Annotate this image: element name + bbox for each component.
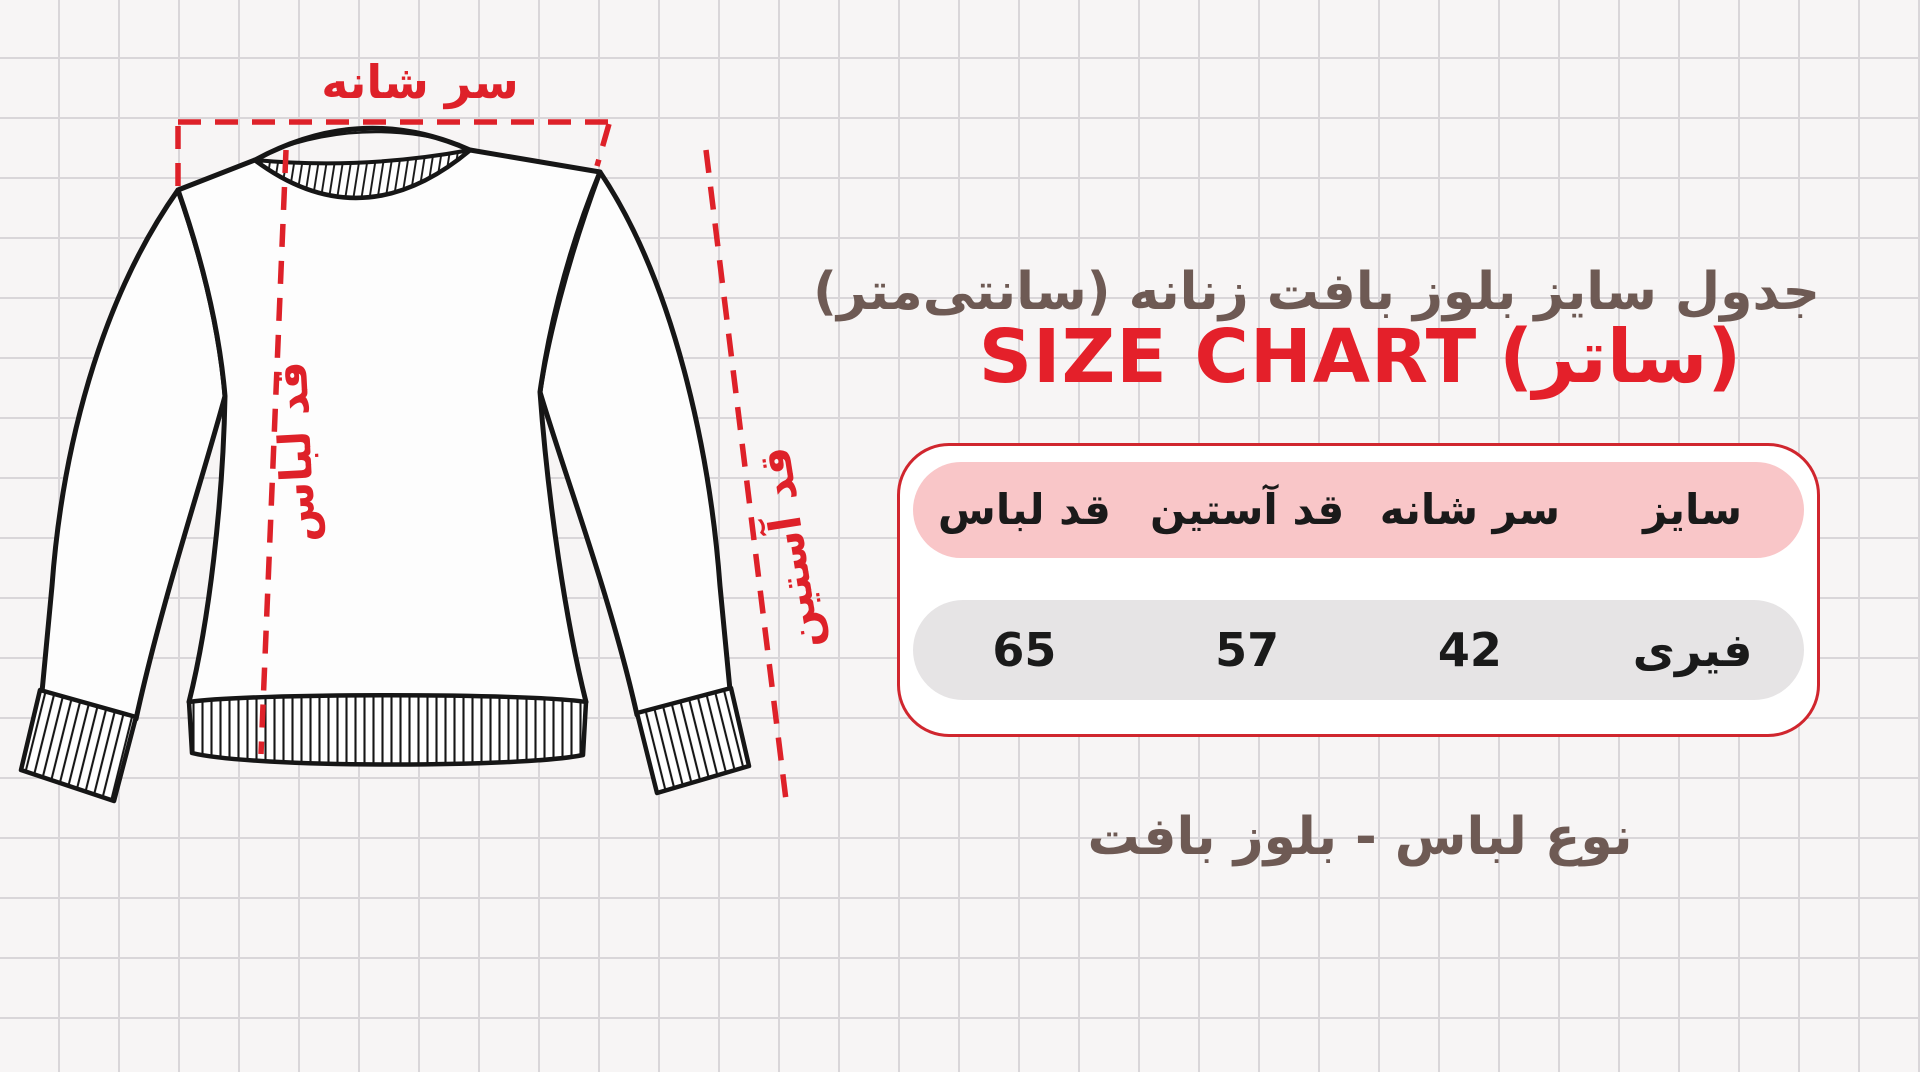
size-table: سایز سر شانه قد آستین قد لباس فیری 42 57… xyxy=(897,443,1820,737)
header-cell-shoulder: سر شانه xyxy=(1379,485,1561,534)
garment-type-label: نوع لباس - بلوز بافت xyxy=(1087,807,1633,867)
brand-name-text: (ساتر) xyxy=(1499,314,1742,400)
shoulder-measure-label: سر شانه xyxy=(321,55,519,109)
body-panel xyxy=(175,147,603,705)
header-cell-garment-length: قد لباس xyxy=(937,485,1111,534)
hem-ribbing xyxy=(186,693,589,767)
value-cell-shoulder: 42 xyxy=(1437,623,1502,677)
page-title-english: SIZE CHART (ساتر) xyxy=(900,314,1820,400)
back-neckline-inner xyxy=(265,130,461,155)
header-cell-sleeve-length: قد آستین xyxy=(1150,485,1345,534)
size-table-header-row: سایز سر شانه قد آستین قد لباس xyxy=(913,462,1804,558)
size-table-value-row: فیری 42 57 65 xyxy=(913,600,1804,700)
value-cell-garment-length: 65 xyxy=(992,623,1057,677)
header-cell-size: سایز xyxy=(1643,485,1743,534)
length-measure-line xyxy=(258,149,289,755)
left-cuff xyxy=(18,687,139,804)
shoulder-measure-right-tick xyxy=(594,123,612,167)
size-chart-text: SIZE CHART xyxy=(978,314,1478,400)
right-cuff xyxy=(634,685,752,796)
page-title-farsi: جدول سایز بلوز بافت زنانه (سانتی‌متر) xyxy=(813,262,1820,322)
left-sleeve xyxy=(39,187,228,722)
value-cell-sleeve-length: 57 xyxy=(1215,623,1280,677)
garment-length-measure-label: قد لباس xyxy=(265,360,327,544)
value-cell-size: فیری xyxy=(1632,623,1753,677)
sweater-illustration xyxy=(18,119,789,804)
